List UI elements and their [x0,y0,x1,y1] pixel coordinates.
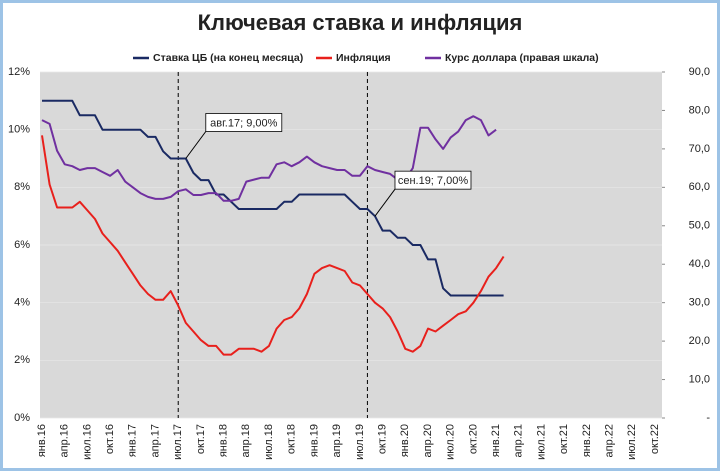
y2-tick-label: 50,0 [689,220,710,232]
x-tick-label: апр.21 [513,424,525,457]
x-tick-label: янв.21 [490,424,502,457]
y2-tick-label: 20,0 [689,335,710,347]
x-tick-label: апр.22 [603,424,615,457]
y-tick-label: 2% [14,354,30,366]
x-tick-label: июл.19 [354,424,366,460]
series-line [41,115,497,202]
legend-label: Ставка ЦБ (на конец месяца) [153,52,303,64]
x-tick-label: июл.20 [445,424,457,460]
chart-title: Ключевая ставка и инфляция [198,10,523,35]
x-tick-label: окт.17 [195,424,207,454]
x-tick-label: апр.20 [422,424,434,457]
x-tick-label: апр.16 [59,424,71,457]
x-tick-label: июл.16 [81,424,93,460]
y-tick-label: 4% [14,297,30,309]
x-tick-label: янв.19 [308,424,320,457]
annotation-leader [185,131,207,159]
x-tick-label: окт.18 [286,424,298,454]
annotation-box [205,113,283,132]
annotation: сен.19; 7,00% [398,175,469,187]
x-tick-label: окт.22 [649,424,661,454]
y-tick-label: 8% [14,181,30,193]
annotation-box [394,170,472,190]
y2-tick-label: - [706,412,710,424]
x-tick-label: июл.17 [172,424,184,460]
legend-label: Инфляция [336,52,391,64]
y2-tick-label: 80,0 [689,104,710,116]
y2-tick-label: 30,0 [689,297,710,309]
x-tick-label: окт.16 [104,424,116,454]
series-line [41,135,505,356]
y-tick-label: 10% [8,124,30,136]
x-tick-label: янв.17 [127,424,139,457]
x-tick-label: июл.18 [263,424,275,460]
x-tick-label: апр.19 [331,424,343,457]
x-tick-label: янв.20 [399,424,411,457]
x-tick-label: янв.22 [581,424,593,457]
legend-label: Курс доллара (правая шкала) [445,52,599,64]
y2-tick-label: 70,0 [689,143,710,155]
y-tick-label: 0% [14,412,30,424]
x-tick-label: июл.21 [535,424,547,460]
series-line [42,99,504,297]
x-tick-label: окт.21 [558,424,570,454]
annotation: авг.17; 9,00% [210,117,277,129]
x-tick-label: янв.18 [218,424,230,457]
annotation-leader [374,188,396,217]
x-tick-label: апр.18 [240,424,252,457]
y2-tick-label: 40,0 [689,258,710,270]
x-tick-label: апр.17 [149,424,161,457]
y2-tick-label: 10,0 [689,373,710,385]
x-tick-label: июл.22 [626,424,638,460]
y2-tick-label: 90,0 [689,66,710,78]
y2-tick-label: 60,0 [689,181,710,193]
y-tick-label: 12% [8,66,30,78]
x-tick-label: янв.16 [36,424,48,457]
x-tick-label: окт.20 [467,424,479,454]
x-tick-label: окт.19 [376,424,388,454]
y-tick-label: 6% [14,239,30,251]
